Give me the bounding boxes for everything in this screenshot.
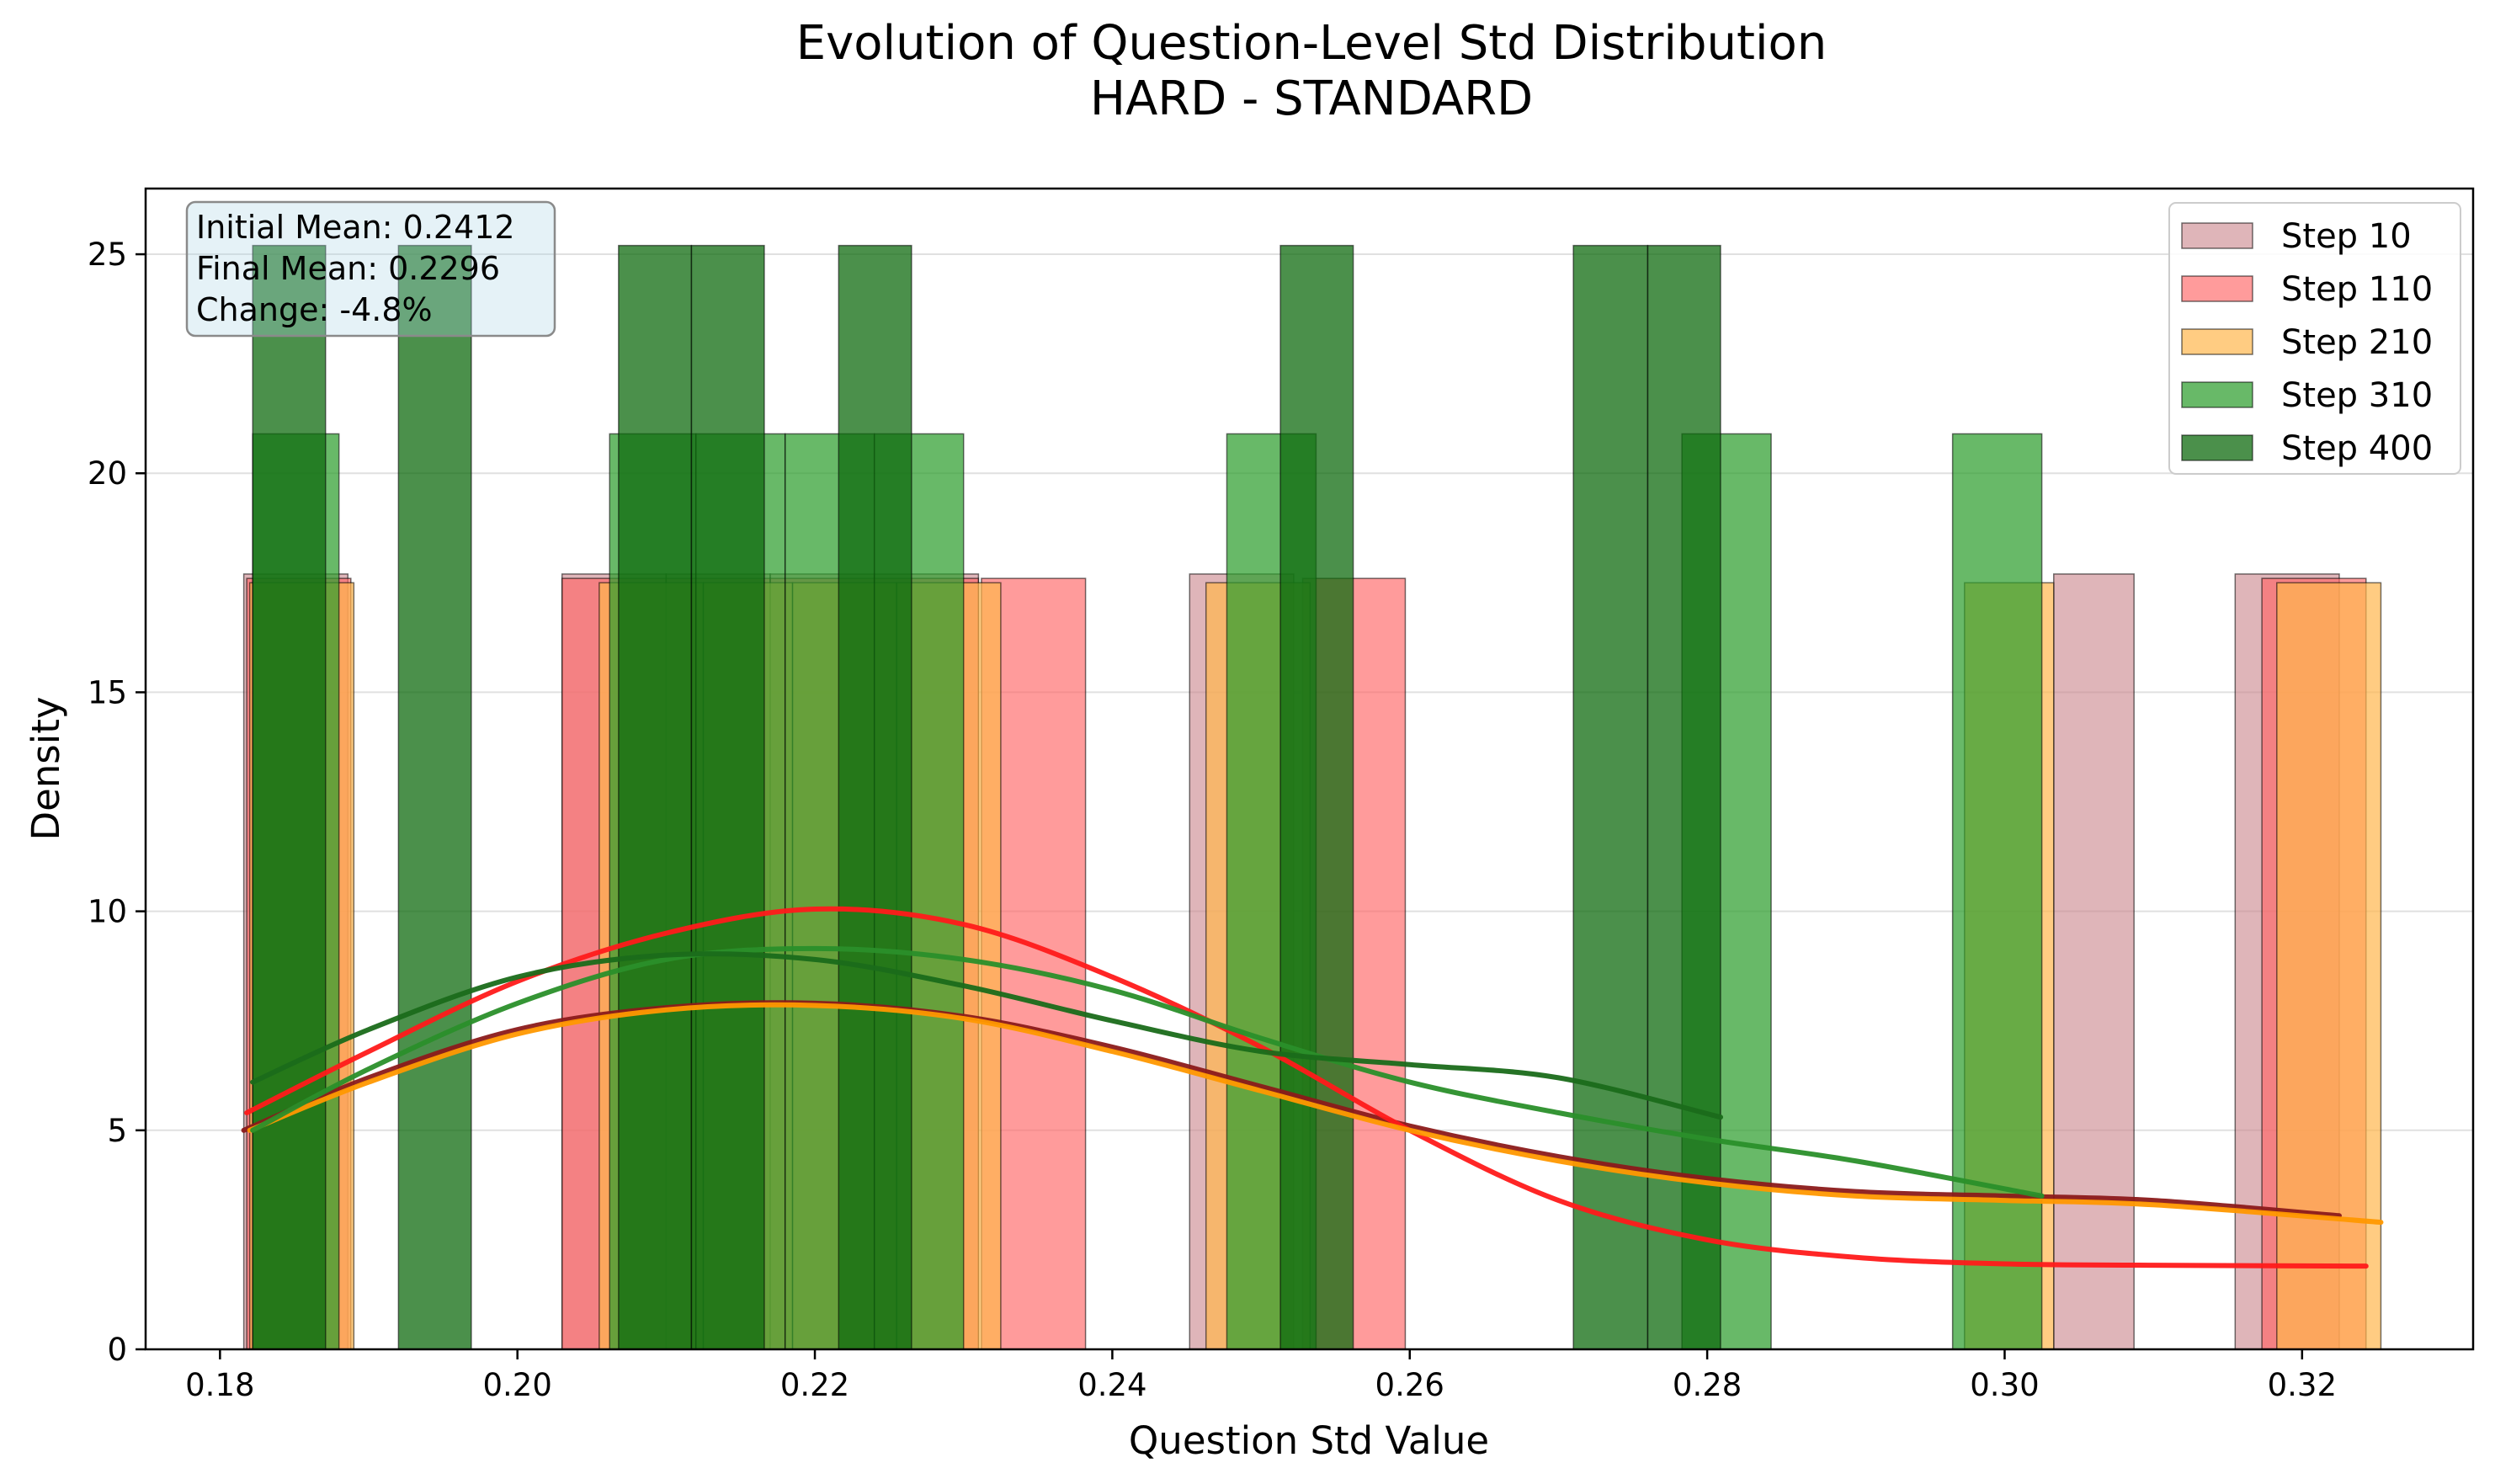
x-tick-label: 0.24 [1077, 1367, 1146, 1403]
y-tick-label: 5 [107, 1113, 127, 1149]
legend-label: Step 400 [2281, 429, 2433, 468]
stats-final-mean: Final Mean: 0.2296 [196, 250, 500, 287]
histogram-bar [1279, 244, 1354, 1350]
stats-box-background [185, 200, 556, 338]
y-tick-label: 0 [107, 1332, 127, 1368]
histogram-bars [242, 244, 2382, 1350]
legend-swatch [2181, 275, 2253, 302]
legend-swatch [2181, 381, 2253, 408]
histogram-bar [838, 244, 912, 1350]
y-axis-ticks: 0 5 10 15 20 25 [88, 237, 146, 1368]
legend-swatch [2181, 222, 2253, 249]
legend-label: Step 110 [2281, 270, 2433, 309]
stats-change: Change: -4.8% [196, 291, 433, 328]
kde-curve [247, 1002, 2384, 1226]
kde-curve [250, 945, 2045, 1199]
legend: Step 10 Step 110 Step 210 Step 310 Step 400 [2168, 202, 2461, 475]
histogram-bar [2053, 573, 2135, 1350]
x-axis-ticks: 0.18 0.20 0.22 0.24 0.26 0.28 0.30 0.32 [185, 1349, 2337, 1403]
legend-label: Step 210 [2281, 323, 2433, 362]
histogram-bar [618, 244, 693, 1350]
histogram-bar [397, 244, 472, 1350]
x-axis-label: Question Std Value [1129, 1418, 1489, 1463]
x-tick-label: 0.30 [1970, 1367, 2039, 1403]
plot-frame [144, 187, 2475, 1351]
y-tick-label: 10 [88, 894, 127, 930]
legend-label: Step 310 [2281, 376, 2433, 415]
y-tick-label: 15 [88, 674, 127, 710]
x-tick-label: 0.28 [1673, 1367, 1742, 1403]
x-tick-label: 0.32 [2268, 1367, 2337, 1403]
histogram-bar [2276, 582, 2382, 1350]
kde-curve [241, 1000, 2342, 1219]
x-tick-label: 0.26 [1375, 1367, 1444, 1403]
series-bars [252, 244, 1721, 1350]
chart-title: Evolution of Question-Level Std Distribu… [796, 16, 1827, 71]
chart-subtitle: HARD - STANDARD [1090, 72, 1533, 126]
legend-items: Step 10 Step 110 Step 210 Step 310 Step 400 [2181, 217, 2433, 468]
y-tick-label: 20 [88, 455, 127, 492]
legend-swatch [2181, 434, 2253, 461]
histogram-bar [1646, 244, 1721, 1350]
y-tick-label: 25 [88, 237, 127, 273]
y-axis-label: Density [24, 696, 68, 840]
histogram-bar [690, 244, 765, 1350]
stats-initial-mean: Initial Mean: 0.2412 [196, 209, 515, 246]
kde-curves [241, 906, 2384, 1269]
x-tick-label: 0.20 [482, 1367, 551, 1403]
x-tick-label: 0.18 [185, 1367, 254, 1403]
kde-curve [250, 951, 1724, 1120]
legend-label: Step 10 [2281, 217, 2412, 256]
x-tick-label: 0.22 [780, 1367, 849, 1403]
histogram-bar [1572, 244, 1649, 1350]
series-bars [252, 433, 2043, 1350]
stats-box: Initial Mean: 0.2412 Final Mean: 0.2296 … [185, 200, 556, 338]
legend-swatch [2181, 328, 2253, 355]
histogram-bar [252, 244, 327, 1350]
histogram-bar [1951, 433, 2043, 1350]
